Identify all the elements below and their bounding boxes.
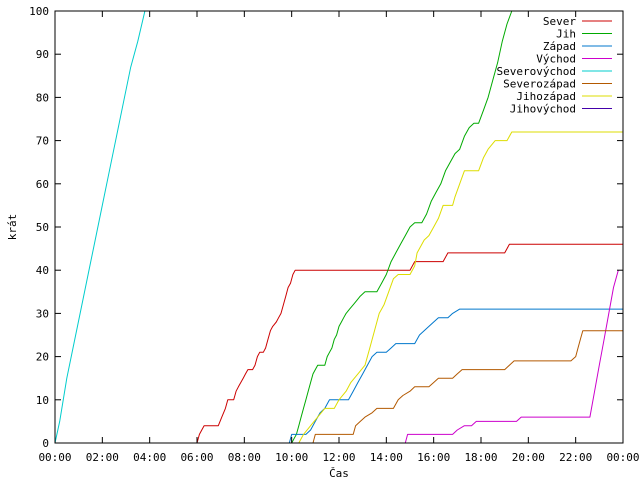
y-tick-label: 20 [36, 351, 49, 364]
y-tick-label: 30 [36, 307, 49, 320]
series-line [291, 10, 513, 444]
x-tick-label: 12:00 [322, 451, 355, 464]
y-axis-title: krát [6, 214, 19, 241]
legend-label: Západ [543, 40, 576, 53]
series-line [55, 243, 623, 444]
legend-label: Východ [536, 53, 576, 66]
x-tick-label: 18:00 [464, 451, 497, 464]
x-tick-label: 04:00 [133, 451, 166, 464]
x-axis-title: Čas [329, 467, 349, 480]
y-tick-label: 50 [36, 221, 49, 234]
y-tick-label: 100 [29, 5, 49, 18]
y-tick-label: 0 [42, 437, 49, 450]
x-tick-label: 02:00 [86, 451, 119, 464]
series-line [404, 270, 619, 444]
y-tick-label: 90 [36, 48, 49, 61]
legend-label: Jih [556, 28, 576, 41]
legend-label: Severozápad [503, 78, 576, 91]
x-tick-label: 10:00 [275, 451, 308, 464]
x-tick-label: 08:00 [228, 451, 261, 464]
series-line [298, 131, 623, 444]
x-tick-label: 20:00 [512, 451, 545, 464]
legend-label: Severovýchod [497, 65, 576, 78]
x-tick-label: 06:00 [180, 451, 213, 464]
y-tick-label: 70 [36, 135, 49, 148]
x-tick-label: 22:00 [559, 451, 592, 464]
series-line [54, 10, 146, 444]
y-tick-label: 40 [36, 264, 49, 277]
x-tick-label: 00:00 [606, 451, 639, 464]
y-tick-label: 10 [36, 394, 49, 407]
legend-label: Jihozápad [516, 90, 576, 103]
series-layer [54, 10, 623, 444]
legend: SeverJihZápadVýchodSeverovýchodSeverozáp… [497, 15, 612, 116]
x-tick-label: 14:00 [370, 451, 403, 464]
x-tick-label: 00:00 [38, 451, 71, 464]
series-line [312, 330, 623, 444]
x-tick-label: 16:00 [417, 451, 450, 464]
legend-label: Jihovýchod [510, 103, 576, 116]
tick-layer: 00:00 02:00 04:00 06:00 08:00 10:00 12:00 14:00… [29, 5, 639, 464]
legend-label: Sever [543, 15, 576, 28]
y-tick-label: 80 [36, 91, 49, 104]
y-tick-label: 60 [36, 178, 49, 191]
